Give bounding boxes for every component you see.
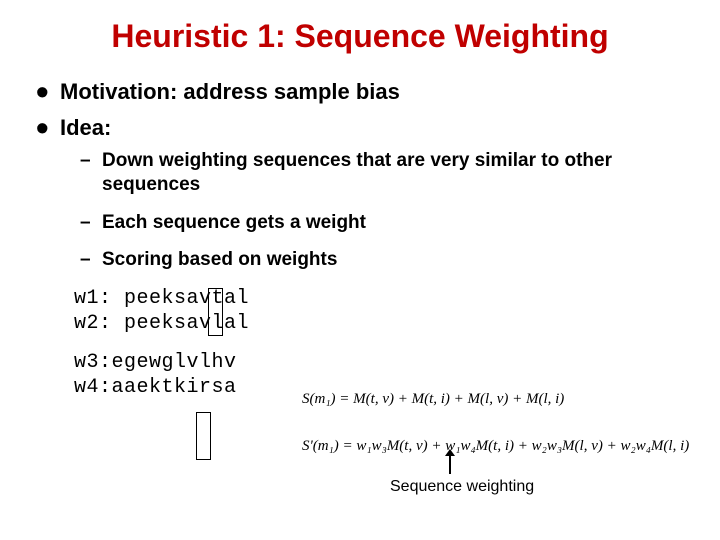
sequence-block-1: w1: peeksavtal w2: peeksavlal (28, 286, 692, 336)
bullet-list: Motivation: address sample bias Idea: Do… (28, 79, 692, 272)
highlight-box-2 (196, 412, 211, 460)
bullet-idea-label: Idea: (60, 115, 111, 140)
arrow-up-icon (449, 454, 451, 474)
seq-w3: w3:egewglvlhv (74, 350, 692, 375)
sub-list: Down weighting sequences that are very s… (60, 149, 692, 272)
caption-sequence-weighting: Sequence weighting (390, 478, 534, 496)
formula-sprime: S'(m₁) = w₁w₃M(t, v) + w₁w₄M(t, i) + w₂w… (302, 435, 689, 458)
formula-block: S(m₁) = M(t, v) + M(t, i) + M(l, v) + M(… (302, 388, 689, 457)
seq-w1: w1: peeksavtal (74, 286, 692, 311)
formula-s: S(m₁) = M(t, v) + M(t, i) + M(l, v) + M(… (302, 388, 689, 411)
sub-downweight: Down weighting sequences that are very s… (80, 149, 692, 197)
bullet-idea: Idea: Down weighting sequences that are … (36, 115, 692, 272)
bullet-motivation: Motivation: address sample bias (36, 79, 692, 105)
seq-w2: w2: peeksavlal (74, 311, 692, 336)
sub-each-weight: Each sequence gets a weight (80, 211, 692, 235)
sub-scoring: Scoring based on weights (80, 248, 692, 272)
slide-title: Heuristic 1: Sequence Weighting (28, 18, 692, 55)
